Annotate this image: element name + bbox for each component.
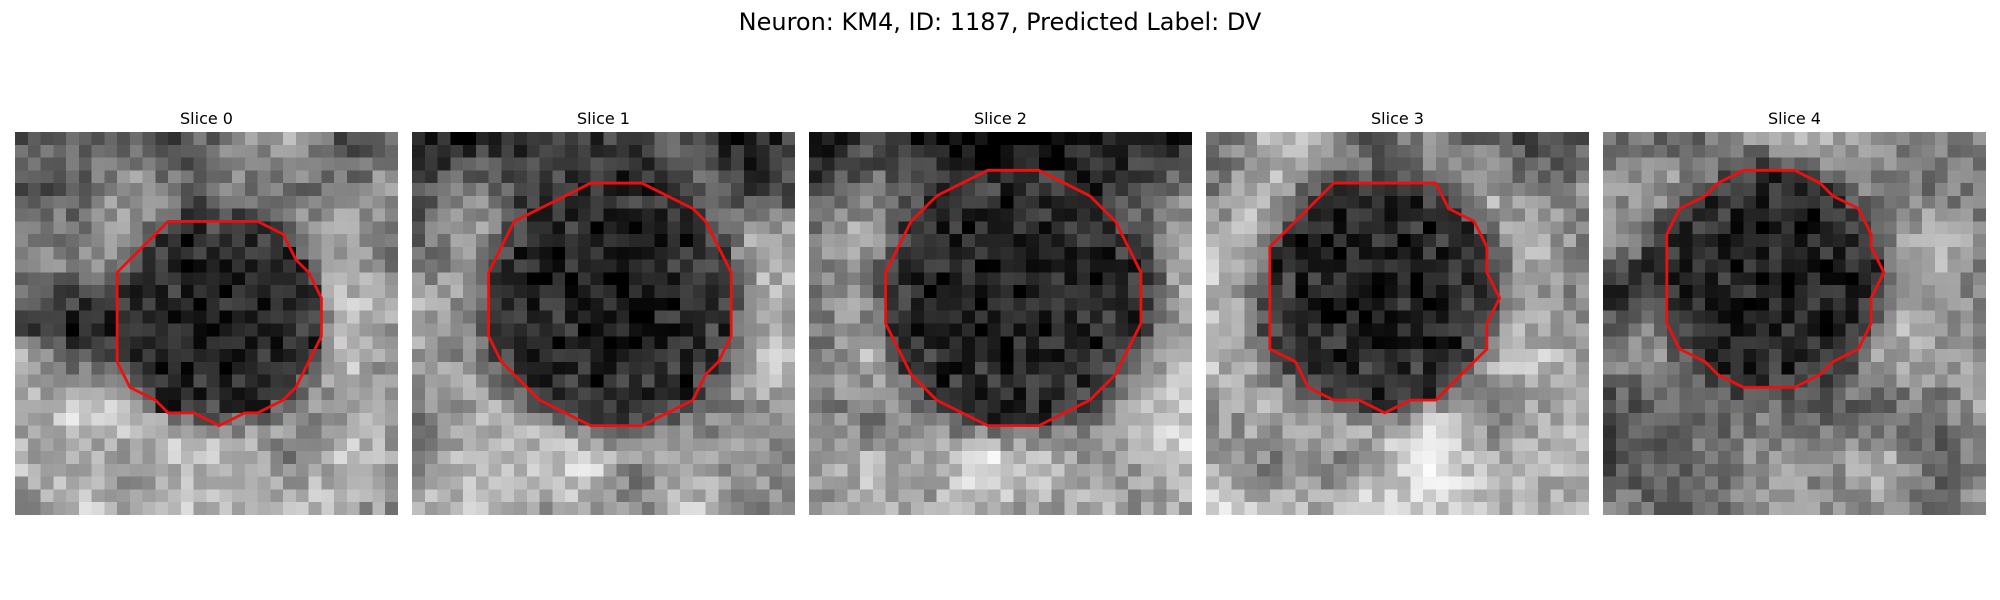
slice-title-3: Slice 3 <box>1371 109 1424 128</box>
slice-panel-3: Slice 3 <box>1206 106 1589 515</box>
figure-title: Neuron: KM4, ID: 1187, Predicted Label: … <box>738 8 1262 36</box>
slice-pixels <box>15 132 398 515</box>
slice-image-1 <box>412 132 795 515</box>
slice-pixels <box>412 132 795 515</box>
slice-image-0 <box>15 132 398 515</box>
neuron-contour <box>115 219 323 428</box>
neuron-contour <box>1665 168 1886 389</box>
neuron-contour <box>1268 181 1502 415</box>
slice-title-4: Slice 4 <box>1768 109 1821 128</box>
slice-image-3 <box>1206 132 1589 515</box>
slice-pixels <box>1206 132 1589 515</box>
neuron-contour <box>884 168 1143 428</box>
slice-title-0: Slice 0 <box>180 109 233 128</box>
slice-image-2 <box>809 132 1192 515</box>
slice-panel-1: Slice 1 <box>412 106 795 515</box>
slice-title-2: Slice 2 <box>974 109 1027 128</box>
slice-panel-2: Slice 2 <box>809 106 1192 515</box>
slice-title-1: Slice 1 <box>577 109 630 128</box>
slice-pixels <box>809 132 1192 515</box>
slice-panel-0: Slice 0 <box>15 106 398 515</box>
slice-panel-4: Slice 4 <box>1603 106 1986 515</box>
slice-pixels <box>1603 132 1986 515</box>
slice-image-4 <box>1603 132 1986 515</box>
neuron-contour <box>487 181 733 428</box>
